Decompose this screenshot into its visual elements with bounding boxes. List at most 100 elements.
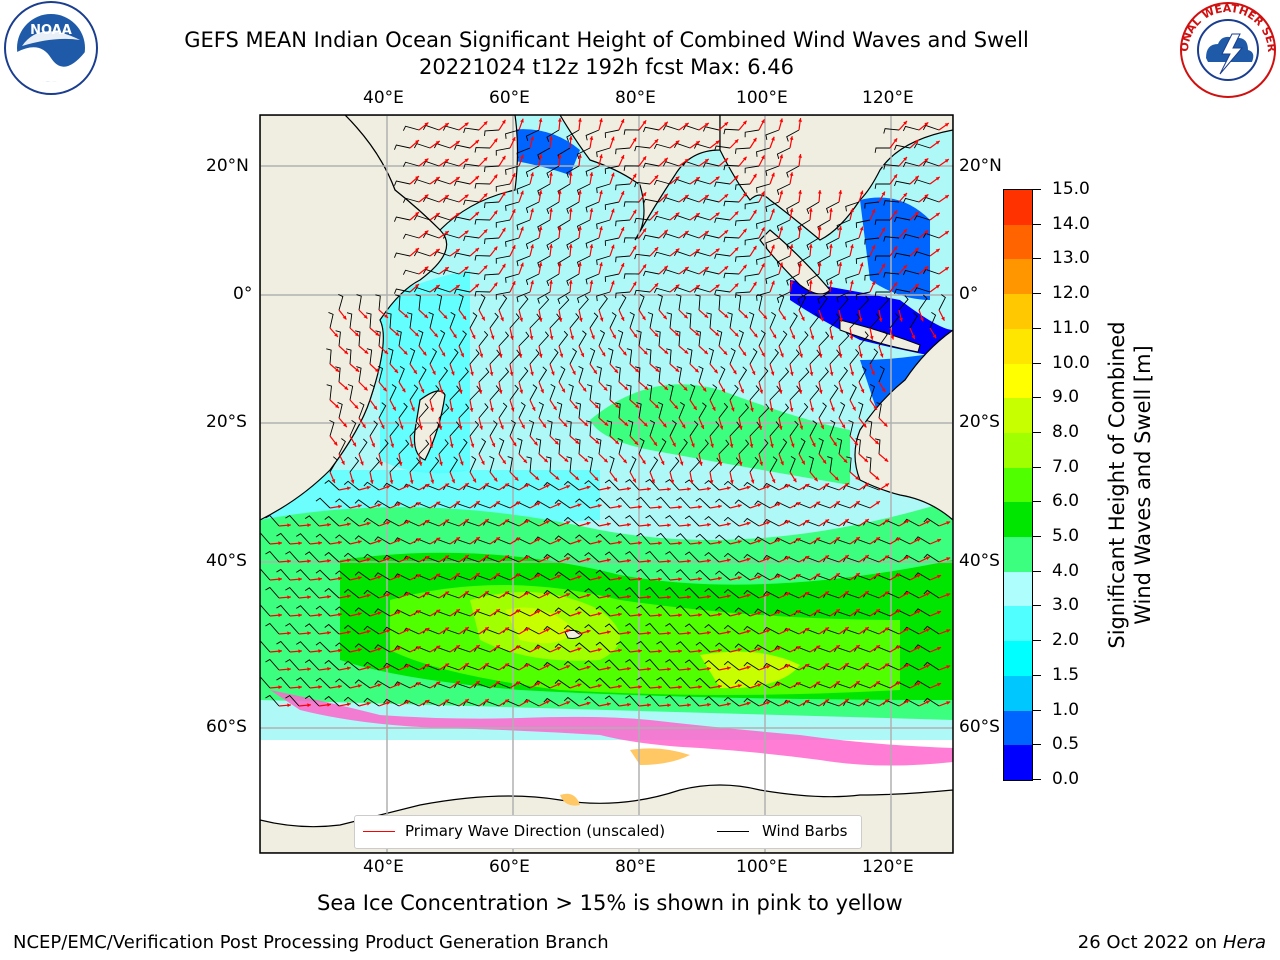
wind-barb <box>662 161 680 167</box>
wave-arrowhead <box>350 479 355 484</box>
wind-barb <box>484 237 500 244</box>
wave-arrowhead <box>724 266 729 270</box>
wind-barb <box>776 219 791 231</box>
wind-barb <box>369 420 378 437</box>
wave-arrowhead <box>318 685 322 689</box>
wind-barb <box>518 367 529 383</box>
wave-arrowhead <box>704 159 709 163</box>
wave-arrowhead <box>404 313 409 318</box>
colorbar-tick-mark <box>1033 223 1041 225</box>
colorbar-segment <box>1004 537 1032 572</box>
wave-arrowhead <box>674 405 678 410</box>
wave-arrowhead <box>483 121 488 126</box>
wind-barb <box>695 294 701 311</box>
wave-arrowhead <box>327 666 331 671</box>
wind-barb <box>849 349 860 365</box>
wind-barb <box>758 367 769 383</box>
wave-arrowhead <box>425 628 430 632</box>
wind-barb <box>763 626 780 635</box>
wind-barb <box>808 455 814 473</box>
wave-arrowhead <box>530 208 534 213</box>
wind-barb <box>615 219 631 227</box>
wind-barb <box>846 456 852 473</box>
wind-barb <box>703 198 720 204</box>
wind-barb <box>789 455 796 473</box>
wind-barb <box>723 516 740 527</box>
wind-barb <box>474 255 491 261</box>
wind-barb <box>798 438 806 455</box>
wind-barb <box>383 590 400 599</box>
wave-arrowhead <box>653 441 657 446</box>
wave-arrowhead <box>618 684 622 689</box>
wind-barb <box>575 606 591 617</box>
colorbar-tick-mark <box>1033 570 1041 572</box>
wind-barb <box>469 349 480 365</box>
wave-arrowhead <box>334 333 338 338</box>
wind-barb <box>276 640 291 653</box>
wave-arrowhead <box>455 140 460 145</box>
wave-arrowhead <box>538 226 543 230</box>
wind-barb <box>735 294 742 311</box>
wave-arrowhead <box>566 665 571 669</box>
map-frame <box>259 114 954 854</box>
wave-arrowhead <box>357 648 362 652</box>
wind-barb <box>802 628 820 635</box>
wave-arrowhead <box>599 226 603 231</box>
wave-arrowhead <box>738 461 743 466</box>
wind-barb <box>754 500 771 509</box>
wind-barb <box>749 385 760 401</box>
wave-arrowhead <box>924 266 929 271</box>
wind-barb <box>586 384 593 401</box>
wind-barb <box>653 143 671 149</box>
colorbar-tick-label: 6.0 <box>1052 491 1080 512</box>
wave-arrowhead <box>360 461 364 466</box>
wave-arrowhead <box>825 519 830 523</box>
wave-arrowhead <box>707 486 711 491</box>
wind-barb <box>538 366 548 383</box>
wind-barb <box>774 573 791 581</box>
wave-arrowhead <box>416 574 421 578</box>
wave-arrowhead <box>549 244 553 248</box>
wind-barb <box>537 219 551 232</box>
lat-label-left-60s: 60°S <box>206 717 247 737</box>
wave-arrowhead <box>449 443 454 448</box>
colorbar-segment <box>1004 328 1032 364</box>
wind-barb <box>585 237 600 249</box>
wind-barb <box>383 482 400 491</box>
wind-barb <box>495 147 511 156</box>
wave-arrowhead <box>556 682 561 687</box>
wave-arrowhead <box>501 227 506 232</box>
wind-barb <box>829 349 841 365</box>
wave-arrowhead <box>757 503 762 508</box>
wave-arrowhead <box>871 209 876 214</box>
wave-arrowhead <box>545 700 550 704</box>
wave-arrowhead <box>750 479 755 484</box>
wave-arrowhead <box>642 192 647 197</box>
wind-barb <box>525 165 540 178</box>
wind-barb <box>914 644 931 653</box>
wind-barb <box>369 383 375 401</box>
wave-arrowhead <box>724 194 729 198</box>
wave-arrowhead <box>746 701 751 706</box>
wind-barb <box>858 295 870 311</box>
wind-barb <box>894 252 911 259</box>
colorbar-tick-label: 9.0 <box>1052 387 1080 408</box>
wave-arrowhead <box>505 663 510 667</box>
wave-arrowhead <box>475 681 480 685</box>
wave-arrowhead <box>530 244 534 249</box>
wave-arrowhead <box>718 612 722 617</box>
wind-barb <box>695 497 711 509</box>
wind-barb <box>566 456 572 473</box>
wave-arrowhead <box>278 685 282 690</box>
wind-barb <box>575 402 582 419</box>
wind-barb <box>374 536 391 545</box>
wave-arrowhead <box>464 627 469 631</box>
wave-arrowhead <box>338 648 342 653</box>
wave-arrowhead <box>632 281 637 286</box>
wind-barbs-layer <box>260 124 946 707</box>
wind-barb <box>744 129 760 138</box>
wave-arrowhead <box>875 645 880 649</box>
wave-arrowhead <box>584 458 589 462</box>
wind-barb <box>838 295 849 311</box>
wind-barb <box>389 457 401 473</box>
